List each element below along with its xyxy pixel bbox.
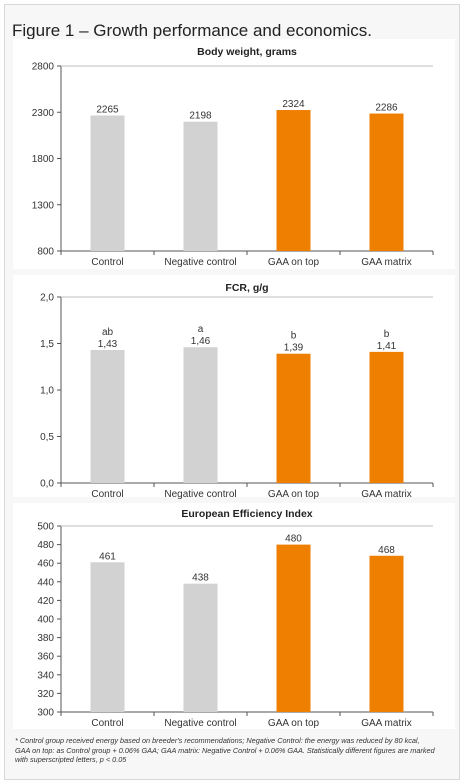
y-tick-label: 2300: [32, 108, 55, 119]
y-tick-label: 0,0: [40, 479, 54, 490]
bar: [183, 347, 218, 483]
data-label: 468: [378, 545, 395, 556]
data-label: 2324: [282, 99, 305, 110]
y-tick-label: 400: [37, 615, 54, 626]
x-tick-label: GAA matrix: [361, 257, 412, 268]
chart-panel-efficiency-index: European Efficiency Index 300 320 340 360 380…: [13, 503, 455, 729]
fcr-chart: FCR, g/g0,00,51,01,52,0Control1,43abNega…: [40, 282, 434, 500]
data-label: 2286: [375, 103, 398, 114]
x-tick-label: GAA matrix: [361, 489, 412, 500]
body-weight-chart: Body weight, grams 800 1300 1800 2300 2800 Con…: [32, 46, 434, 268]
x-tick-label: Control: [91, 257, 123, 268]
figure-title: Figure 1 – Growth performance and econom…: [12, 21, 373, 40]
y-tick-label: 2800: [32, 62, 55, 73]
bar: [90, 562, 125, 712]
y-tick-label: 440: [37, 577, 54, 588]
significance-letter: a: [198, 324, 204, 335]
bar: [276, 544, 311, 712]
x-tick-label: GAA matrix: [361, 718, 412, 729]
bar: [369, 351, 404, 483]
bar: [276, 353, 311, 483]
x-tick-label: Control: [91, 718, 123, 729]
significance-letter: ab: [102, 327, 114, 338]
y-tick-label: 320: [37, 689, 54, 700]
x-tick-label: GAA on top: [268, 718, 320, 729]
bar: [90, 350, 125, 483]
y-tick-label: 1,5: [40, 339, 54, 350]
data-label: 1,39: [284, 343, 304, 354]
y-tick-label: 1800: [32, 154, 55, 165]
y-tick-label: 2,0: [40, 293, 54, 304]
data-label: 1,41: [377, 341, 397, 352]
data-label: 1,43: [98, 339, 118, 350]
significance-letter: b: [384, 329, 390, 340]
chart-title: European Efficiency Index: [181, 508, 312, 520]
x-tick-label: GAA on top: [268, 257, 320, 268]
bar: [369, 555, 404, 712]
bar: [90, 115, 125, 251]
data-label: 1,46: [191, 336, 211, 347]
y-tick-label: 380: [37, 633, 54, 644]
chart-title: FCR, g/g: [225, 282, 268, 294]
efficiency-index-chart: European Efficiency Index 300 320 340 360 380…: [37, 508, 434, 729]
x-tick-label: Negative control: [164, 257, 236, 268]
data-label: 480: [285, 534, 302, 545]
y-tick-label: 0,5: [40, 432, 54, 443]
y-tick-label: 800: [37, 247, 54, 258]
y-tick-label: 480: [37, 540, 54, 551]
bar: [183, 121, 218, 251]
x-tick-label: GAA on top: [268, 489, 320, 500]
y-tick-label: 360: [37, 652, 54, 663]
x-tick-label: Negative control: [164, 718, 236, 729]
chart-panel-body-weight: Body weight, grams 800 1300 1800 2300 2800 Con…: [13, 39, 455, 269]
y-tick-label: 1300: [32, 200, 55, 211]
y-tick-label: 300: [37, 708, 54, 719]
y-tick-label: 420: [37, 596, 54, 607]
bar: [369, 113, 404, 251]
y-tick-label: 340: [37, 670, 54, 681]
chart-panel-fcr: FCR, g/g 0,0 0,5 1,0 1,5 2,0 Control 1,43 ab Nega…: [13, 275, 455, 500]
x-tick-label: Control: [91, 489, 123, 500]
data-label: 2265: [96, 104, 119, 115]
bar: [276, 110, 311, 251]
data-label: 461: [99, 551, 116, 562]
chart-title: Body weight, grams: [197, 46, 297, 58]
figure-card: Figure 1 – Growth performance and econom…: [4, 4, 460, 780]
y-tick-label: 1,0: [40, 386, 54, 397]
y-tick-label: 460: [37, 559, 54, 570]
y-tick-label: 500: [37, 522, 54, 533]
bar: [183, 583, 218, 712]
footnote: * Control group received energy based on…: [15, 736, 435, 764]
x-tick-label: Negative control: [164, 489, 236, 500]
data-label: 2198: [189, 111, 212, 122]
significance-letter: b: [291, 331, 297, 342]
data-label: 438: [192, 573, 209, 584]
